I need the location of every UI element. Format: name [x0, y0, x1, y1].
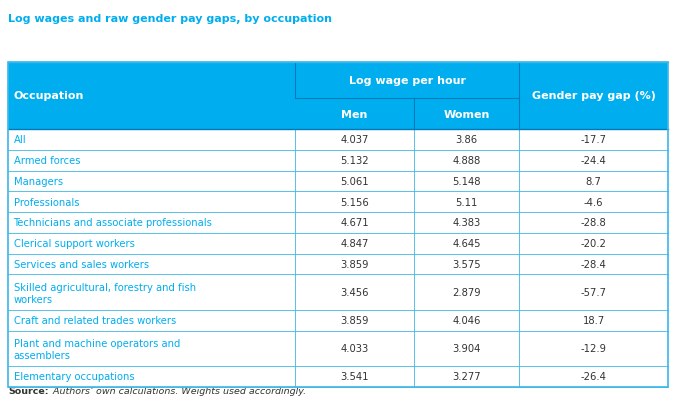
- Text: 3.859: 3.859: [340, 260, 368, 269]
- Text: Authors’ own calculations. Weights used accordingly.: Authors’ own calculations. Weights used …: [50, 386, 306, 395]
- Text: 8.7: 8.7: [585, 177, 602, 186]
- Text: 3.541: 3.541: [340, 371, 368, 382]
- Text: 4.383: 4.383: [452, 218, 481, 228]
- Text: Men: Men: [341, 109, 368, 119]
- Text: -24.4: -24.4: [581, 156, 606, 166]
- Text: -57.7: -57.7: [581, 288, 606, 297]
- Text: 3.277: 3.277: [452, 371, 481, 382]
- Text: 5.156: 5.156: [340, 197, 369, 207]
- Text: -4.6: -4.6: [584, 197, 604, 207]
- Text: Services and sales workers: Services and sales workers: [14, 260, 149, 269]
- Text: Professionals: Professionals: [14, 197, 79, 207]
- Text: -26.4: -26.4: [581, 371, 606, 382]
- Text: Log wage per hour: Log wage per hour: [349, 76, 466, 86]
- Text: Plant and machine operators and: Plant and machine operators and: [14, 338, 180, 348]
- Text: 4.037: 4.037: [340, 135, 368, 145]
- Text: 4.046: 4.046: [452, 315, 481, 325]
- Text: 3.859: 3.859: [340, 315, 368, 325]
- Text: -20.2: -20.2: [581, 239, 606, 249]
- Text: 3.456: 3.456: [340, 288, 368, 297]
- Text: 5.061: 5.061: [340, 177, 369, 186]
- Text: Craft and related trades workers: Craft and related trades workers: [14, 315, 176, 325]
- Text: 3.86: 3.86: [456, 135, 478, 145]
- Text: Occupation: Occupation: [14, 91, 84, 101]
- Text: Managers: Managers: [14, 177, 63, 186]
- Text: 4.888: 4.888: [452, 156, 481, 166]
- Text: 4.033: 4.033: [341, 343, 368, 354]
- Text: -17.7: -17.7: [581, 135, 606, 145]
- Text: Clerical support workers: Clerical support workers: [14, 239, 135, 249]
- Text: -12.9: -12.9: [581, 343, 606, 354]
- Text: 18.7: 18.7: [583, 315, 605, 325]
- Text: 5.148: 5.148: [452, 177, 481, 186]
- Text: Source:: Source:: [8, 386, 49, 395]
- Text: Skilled agricultural, forestry and fish: Skilled agricultural, forestry and fish: [14, 282, 195, 292]
- Text: Armed forces: Armed forces: [14, 156, 80, 166]
- Text: workers: workers: [14, 294, 53, 305]
- Text: Elementary occupations: Elementary occupations: [14, 371, 134, 382]
- Text: Log wages and raw gender pay gaps, by occupation: Log wages and raw gender pay gaps, by oc…: [8, 14, 332, 24]
- Text: 3.904: 3.904: [452, 343, 481, 354]
- Text: Women: Women: [443, 109, 490, 119]
- Text: Gender pay gap (%): Gender pay gap (%): [532, 91, 656, 101]
- Text: assemblers: assemblers: [14, 350, 70, 360]
- Text: All: All: [14, 135, 26, 145]
- Text: -28.4: -28.4: [581, 260, 606, 269]
- Text: 4.645: 4.645: [452, 239, 481, 249]
- Text: 3.575: 3.575: [452, 260, 481, 269]
- Text: Technicians and associate professionals: Technicians and associate professionals: [14, 218, 212, 228]
- Text: 4.847: 4.847: [340, 239, 368, 249]
- Text: 2.879: 2.879: [452, 288, 481, 297]
- Text: 5.132: 5.132: [340, 156, 369, 166]
- Text: -28.8: -28.8: [581, 218, 606, 228]
- Text: 5.11: 5.11: [456, 197, 478, 207]
- Text: 4.671: 4.671: [340, 218, 369, 228]
